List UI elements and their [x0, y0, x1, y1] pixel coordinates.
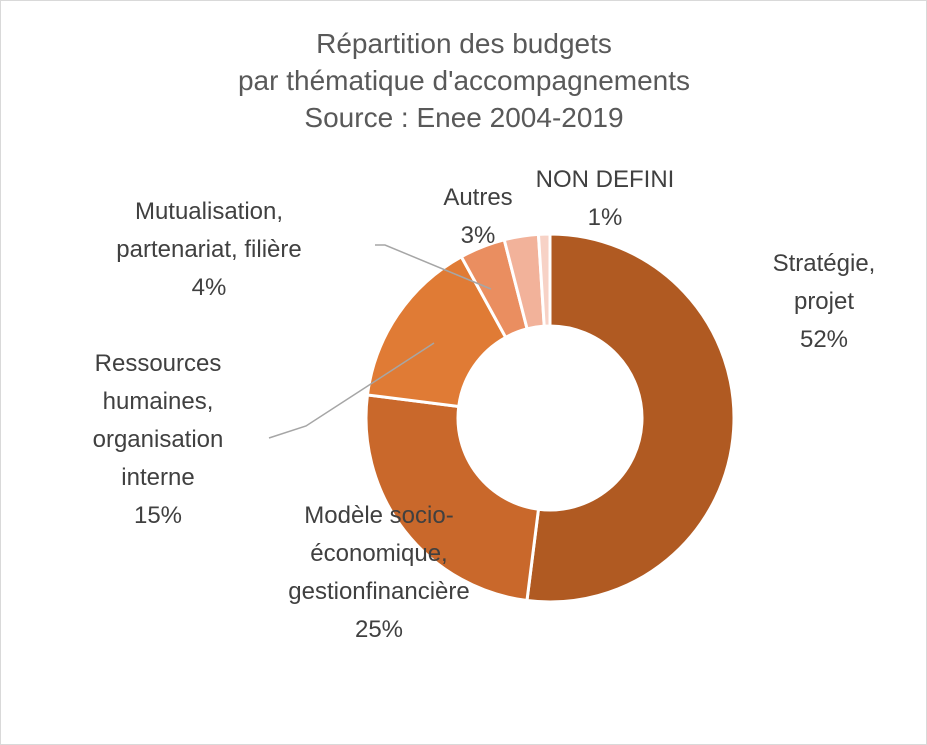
- slice-data-label: Ressources humaines, organisation interne 15…: [93, 350, 224, 529]
- slice-value-label: 25%: [355, 616, 403, 643]
- slice-category-label: Mutualisation,: [135, 198, 283, 225]
- slice-value-label: 4%: [192, 274, 227, 301]
- chart-title-line: par thématique d'accompagnements: [238, 65, 690, 96]
- slice-value-label: 1%: [588, 204, 623, 231]
- leader-lines: [268, 244, 492, 439]
- slice-category-label: humaines,: [103, 388, 214, 415]
- slice-category-label: Ressources: [95, 350, 222, 377]
- chart-title-line: Répartition des budgets: [316, 28, 612, 59]
- slice-category-label: projet: [794, 288, 854, 315]
- chart-title-line: Source : Enee 2004-2019: [304, 102, 623, 133]
- slice-category-label: gestionfinancière: [288, 578, 469, 605]
- slice-category-label: Stratégie,: [773, 250, 876, 277]
- doughnut-slice: [365, 254, 508, 409]
- slice-data-label: Mutualisation, partenariat, filière 4%: [116, 198, 301, 301]
- data-labels: Stratégie, projet 52% Modèle socio-économiq…: [93, 166, 876, 643]
- slice-category-label: économique,: [310, 540, 447, 567]
- leader-line: [375, 244, 492, 290]
- slices: [364, 232, 736, 604]
- slice-value-label: 15%: [134, 502, 182, 529]
- slice-category-label: organisation: [93, 426, 224, 453]
- slice-category-label: NON DEFINI: [536, 166, 675, 193]
- slice-category-label: partenariat, filière: [116, 236, 301, 263]
- doughnut-slice: [536, 232, 552, 328]
- slice-data-label: NON DEFINI 1%: [536, 166, 675, 231]
- slice-data-label: Autres 3%: [443, 184, 512, 249]
- slice-data-label: Stratégie, projet 52%: [773, 250, 876, 353]
- slice-data-label: Modèle socio-économique, gestionfinancièr…: [288, 502, 469, 643]
- doughnut-slice: [525, 232, 736, 604]
- slice-category-label: Modèle socio-: [304, 502, 453, 529]
- leader-line: [268, 342, 435, 439]
- doughnut-slice: [364, 393, 541, 603]
- slice-category-label: Autres: [443, 184, 512, 211]
- slice-value-label: 3%: [461, 222, 496, 249]
- slice-category-label: interne: [121, 464, 194, 491]
- chart-title: Répartition des budgets par thématique d…: [238, 28, 690, 133]
- slice-value-label: 52%: [800, 326, 848, 353]
